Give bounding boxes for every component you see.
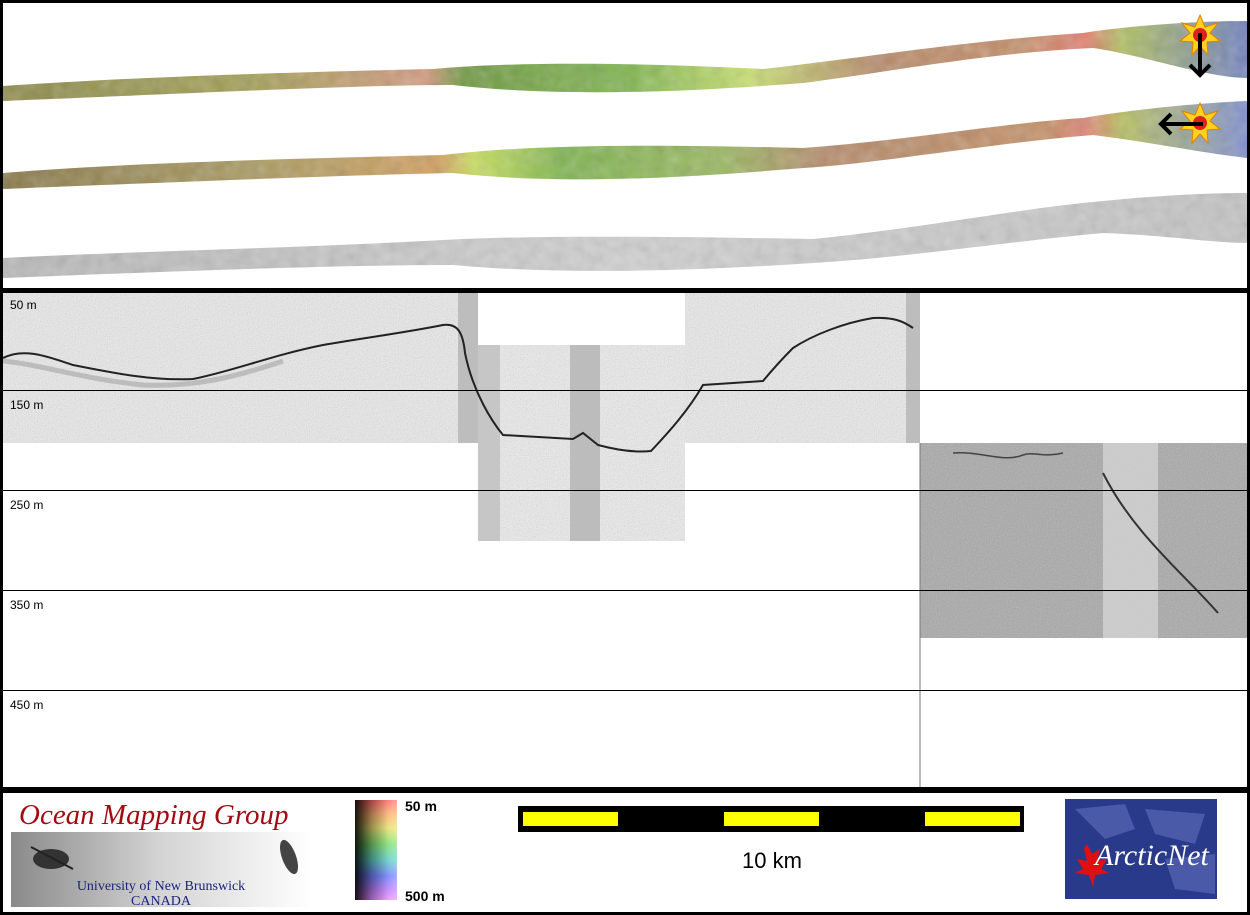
swath-strip-2 bbox=[3, 101, 1247, 189]
colorbar-bottom-label: 500 m bbox=[405, 888, 445, 904]
depth-label-450: 450 m bbox=[10, 698, 44, 712]
depth-label-50: 50 m bbox=[10, 298, 37, 312]
omg-country: CANADA bbox=[131, 894, 191, 907]
seafloor-reflector-line bbox=[3, 316, 914, 453]
arcticnet-label: ArcticNet bbox=[1095, 839, 1209, 872]
depth-gridline bbox=[3, 690, 1247, 691]
echogram-section-right bbox=[685, 293, 920, 443]
arrow-down-icon bbox=[1188, 33, 1212, 78]
scale-bar-segment bbox=[724, 812, 819, 826]
depth-label-250: 250 m bbox=[10, 498, 44, 512]
swath-strips bbox=[3, 13, 1247, 278]
colorbar-top-label: 50 m bbox=[405, 798, 437, 814]
arcticnet-map-graphic bbox=[1075, 804, 1215, 894]
swath-strip-1 bbox=[3, 21, 1247, 101]
profile-echogram bbox=[3, 293, 1247, 787]
depth-gridline bbox=[3, 390, 1247, 391]
scale-bar-segment bbox=[523, 812, 618, 826]
ocean-mapping-group-logo: Ocean Mapping Group University of New Br… bbox=[11, 797, 311, 907]
omg-university: University of New Brunswick bbox=[76, 879, 246, 894]
omg-logo-graphic bbox=[11, 832, 311, 907]
arrow-left-icon bbox=[1158, 112, 1203, 136]
depth-gridline bbox=[3, 490, 1247, 491]
echogram-section-left bbox=[3, 293, 478, 443]
scale-label: 10 km bbox=[742, 848, 802, 873]
omg-title: Ocean Mapping Group bbox=[19, 799, 289, 831]
depth-colorbar bbox=[355, 800, 397, 900]
echogram-section-far-right bbox=[920, 443, 1247, 638]
swath-bathymetry-panel bbox=[3, 3, 1247, 288]
maple-leaf-icon bbox=[1075, 844, 1109, 887]
footer-panel: Ocean Mapping Group University of New Br… bbox=[3, 793, 1247, 912]
scale-bar bbox=[518, 806, 1024, 832]
echogram-section-center bbox=[478, 345, 685, 541]
subbottom-profile-panel: 50 m 150 m 250 m 350 m 450 m bbox=[3, 293, 1247, 787]
colorbar-shading bbox=[355, 800, 397, 900]
depth-label-150: 150 m bbox=[10, 398, 44, 412]
depth-label-350: 350 m bbox=[10, 598, 44, 612]
depth-gridline bbox=[3, 590, 1247, 591]
swath-strip-3-backscatter bbox=[3, 193, 1247, 278]
echogram-gap bbox=[478, 293, 685, 345]
arcticnet-logo: ArcticNet bbox=[1065, 799, 1217, 899]
scale-bar-segment bbox=[925, 812, 1020, 826]
